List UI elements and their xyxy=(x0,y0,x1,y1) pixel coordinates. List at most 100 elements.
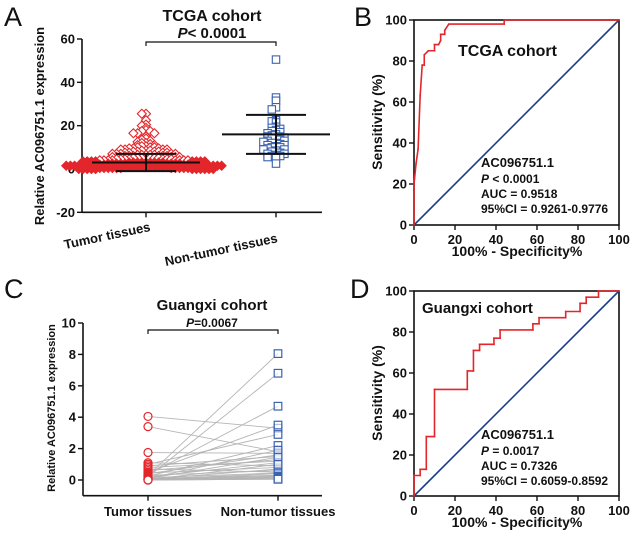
roc-point xyxy=(499,329,501,331)
y-tick-label: 100 xyxy=(385,13,407,28)
roc-point xyxy=(423,53,426,56)
pair-line xyxy=(147,449,279,479)
roc-point xyxy=(466,388,469,391)
y-tick-label: 60 xyxy=(61,32,75,47)
y-tick-label: -20 xyxy=(56,205,75,220)
x-tick-label: 0 xyxy=(410,232,417,247)
tumor-data-point xyxy=(149,127,160,139)
significance-bracket xyxy=(147,329,279,334)
panel-a-x-label-tumor: Tumor tissues xyxy=(63,219,152,252)
significance-bracket xyxy=(145,41,277,46)
tumor-data-point xyxy=(136,108,148,120)
roc-point xyxy=(421,64,424,66)
roc-point xyxy=(425,468,428,471)
y-tick-label: 40 xyxy=(61,75,75,90)
panel-d-x-axis-label: 100% - Specificity% xyxy=(452,514,583,530)
roc-point xyxy=(585,302,588,305)
roc-point xyxy=(439,39,442,42)
pair-line xyxy=(147,456,279,479)
tumor-data-point xyxy=(143,447,153,458)
panel-b-annotation-marker: AC096751.1 xyxy=(481,155,554,170)
roc-point xyxy=(478,343,481,346)
tumor-data-point xyxy=(128,127,139,139)
y-tick-label: 60 xyxy=(393,95,407,110)
pair-line xyxy=(147,372,279,478)
roc-point xyxy=(478,349,481,352)
panel-d-annotation-p: P = 0.0017 xyxy=(481,444,540,458)
tumor-data-point xyxy=(73,163,85,175)
nontumor-data-point xyxy=(273,474,283,484)
roc-point xyxy=(532,329,534,331)
roc-curve xyxy=(413,19,619,225)
p-label: P xyxy=(186,316,195,330)
y-tick-label: 2 xyxy=(69,441,76,456)
pair-line xyxy=(147,415,279,429)
p-label: P xyxy=(178,25,189,42)
roc-point xyxy=(419,474,422,477)
pair-line xyxy=(147,459,279,472)
tumor-data-point xyxy=(143,411,153,422)
nontumor-data-point xyxy=(273,368,283,378)
nontumor-data-point xyxy=(273,452,283,462)
roc-point xyxy=(413,474,415,477)
panel-b-x-axis-label: 100% - Specificity% xyxy=(452,243,583,259)
nontumor-data-point xyxy=(271,159,281,168)
nontumor-data-point xyxy=(273,459,283,469)
y-tick-label: 4 xyxy=(69,410,77,425)
y-tick-label: 20 xyxy=(61,118,75,133)
roc-point xyxy=(493,337,495,340)
y-tick-label: 20 xyxy=(393,177,407,192)
roc-point xyxy=(423,64,426,66)
pair-line xyxy=(147,424,279,473)
x-tick-label: 80 xyxy=(571,503,585,518)
pair-line xyxy=(147,452,279,454)
x-tick-label: 40 xyxy=(489,503,503,518)
roc-point xyxy=(413,224,415,226)
panel-d-annotation-ci: 95%CI = 0.6059-0.8592 xyxy=(481,474,608,488)
pair-line xyxy=(147,405,279,475)
panel-c-y-axis-label: Relative AC096751.1 expression xyxy=(46,324,58,492)
roc-point xyxy=(419,94,422,97)
tumor-data-point xyxy=(143,475,153,485)
roc-point xyxy=(433,435,436,438)
panel-b-roc: TCGA cohort Sensitivity (%) 100% - Speci… xyxy=(369,13,630,260)
roc-point xyxy=(597,296,600,299)
roc-point xyxy=(413,495,415,497)
plot-frame xyxy=(413,290,620,497)
y-tick-label: 0 xyxy=(400,489,407,504)
panel-a-x-label-nontumor: Non-tumor tissues xyxy=(163,230,278,269)
pair-line xyxy=(147,445,279,477)
pair-line xyxy=(147,475,279,480)
roc-point xyxy=(499,337,501,340)
y-tick-label: 20 xyxy=(393,448,407,463)
roc-point xyxy=(564,316,567,319)
roc-point xyxy=(433,49,436,52)
roc-point xyxy=(538,316,540,319)
roc-point xyxy=(425,435,428,438)
pair-line xyxy=(147,353,279,476)
roc-point xyxy=(503,19,506,21)
roc-point xyxy=(618,19,620,21)
y-tick-label: 0 xyxy=(69,473,76,488)
x-tick-label: 100 xyxy=(608,232,630,247)
y-tick-label: 6 xyxy=(69,378,76,393)
panel-b-annotation-p: P < 0.0001 xyxy=(481,172,540,186)
x-tick-label: 0 xyxy=(410,503,417,518)
roc-point xyxy=(538,322,540,325)
roc-point xyxy=(597,290,600,292)
roc-point xyxy=(466,370,469,372)
y-tick-label: 60 xyxy=(393,366,407,381)
panel-d-roc: Guangxi cohort Sensitivity (%) 100% - Sp… xyxy=(369,284,630,531)
y-tick-label: 100 xyxy=(385,284,407,299)
panel-c-paired: Guangxi cohort P=0.0067 Relative AC09675… xyxy=(46,297,335,519)
tumor-data-point xyxy=(60,160,72,172)
y-tick-label: 8 xyxy=(69,347,76,362)
roc-point xyxy=(618,290,620,292)
p-value-text: < 0.0001 xyxy=(489,172,540,186)
roc-point xyxy=(472,370,475,372)
roc-point xyxy=(585,296,588,299)
panel-a-p-value: P< 0.0001 xyxy=(178,25,247,42)
pair-line xyxy=(147,426,279,453)
panel-c-x-label-tumor: Tumor tissues xyxy=(104,504,192,519)
roc-point xyxy=(443,29,446,32)
